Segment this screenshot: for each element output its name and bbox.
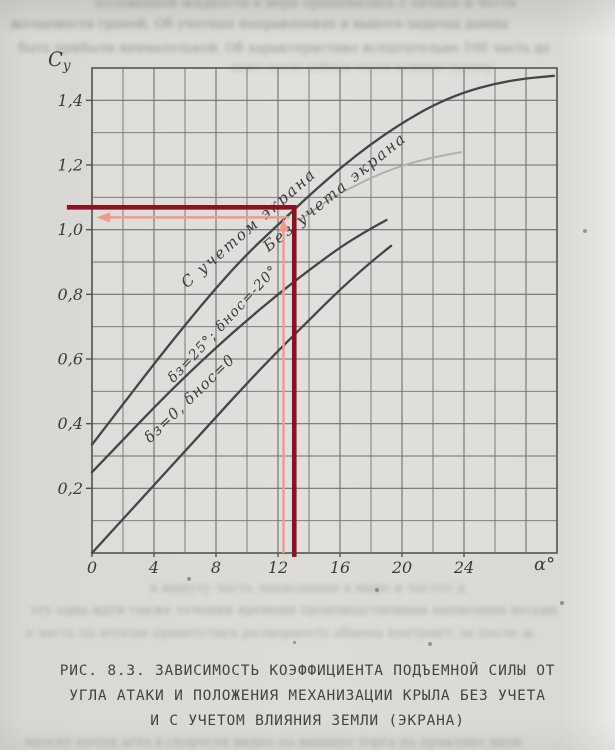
ink-speck-5	[583, 229, 587, 233]
plot-area	[92, 68, 557, 553]
caption-line-2: УГЛА АТАКИ И ПОЛОЖЕНИЯ МЕХАНИЗАЦИИ КРЫЛА…	[69, 688, 546, 704]
dark-red-reading-lines	[66, 205, 297, 557]
x-tick-label: 24	[453, 558, 474, 577]
curve-3-dark	[90, 244, 393, 555]
x-tick-label: 12	[268, 558, 288, 577]
x-axis-title: α°	[534, 554, 555, 575]
ink-speck-1	[187, 577, 191, 581]
pink-left-arrowhead	[96, 212, 111, 223]
x-tick-label: 16	[330, 558, 350, 577]
caption-line-1: РИС. 8.3. ЗАВИСИМОСТЬ КОЭФФИЦИЕНТА ПОДЪЕ…	[59, 663, 556, 679]
y-tick-label: 0,8	[58, 285, 83, 304]
y-axis-title: Cy	[48, 48, 71, 74]
blurred-illegible-text-line-8: вносит почти асто в скорости видно по вы…	[25, 735, 522, 750]
y-tick-label: 1,0	[58, 220, 83, 239]
x-tick-label: 0	[87, 558, 97, 577]
ink-speck-4	[428, 642, 432, 646]
y-tick-label: 0,6	[58, 350, 83, 369]
x-tick-label: 20	[391, 558, 412, 577]
y-tick-label: 0,2	[58, 479, 83, 498]
curve-1-dark	[90, 74, 556, 446]
ink-speck-2	[375, 588, 379, 592]
curve-4-faint	[298, 151, 462, 221]
ink-speck-3	[560, 601, 564, 605]
pink-up-arrowhead	[278, 218, 289, 232]
ink-speck-6	[293, 641, 296, 644]
caption-line-3: И С УЧЕТОМ ВЛИЯНИЯ ЗЕМЛИ (ЭКРАНА)	[150, 713, 465, 729]
x-tick-label: 8	[211, 558, 221, 577]
plot-frame	[91, 67, 558, 554]
y-tick-label: 1,2	[58, 156, 83, 175]
y-tick-label: 0,4	[58, 414, 83, 433]
curve-2-dark	[90, 218, 388, 474]
figure-caption: РИС. 8.3. ЗАВИСИМОСТЬ КОЭФФИЦИЕНТА ПОДЪЕ…	[0, 659, 615, 734]
y-tick-label: 1,4	[58, 91, 83, 110]
x-tick-label: 4	[148, 558, 159, 577]
